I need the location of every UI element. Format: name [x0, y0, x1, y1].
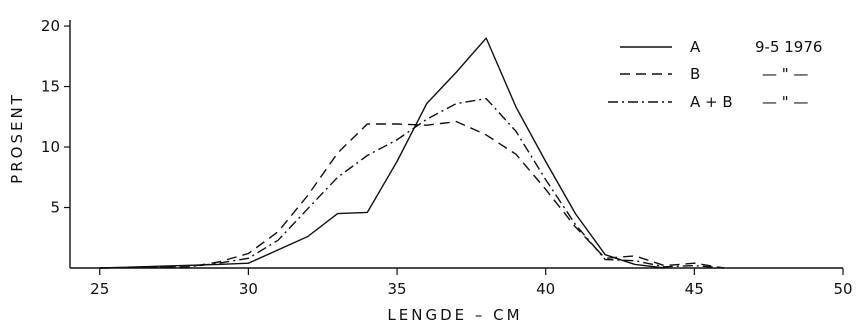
y-tick-label-20: 20 — [41, 17, 60, 35]
x-tick-label-50: 50 — [833, 280, 852, 298]
x-tick-label-30: 30 — [239, 280, 258, 298]
legend-ditto-b: — " — — [762, 65, 808, 83]
legend: A 9-5 1976 B — " — A + B — " — — [608, 38, 822, 111]
legend-date: 9-5 1976 — [755, 38, 822, 56]
x-tick-label-45: 45 — [685, 280, 704, 298]
x-tick-label-35: 35 — [387, 280, 406, 298]
y-tick-label-5: 5 — [50, 199, 60, 217]
series-line-a — [99, 37, 665, 269]
legend-label-b: B — [690, 65, 700, 83]
y-tick-label-10: 10 — [41, 138, 60, 156]
x-tick-label-25: 25 — [90, 280, 109, 298]
legend-label-ab: A + B — [690, 93, 733, 111]
x-axis-ticks: 25 30 35 40 45 50 — [90, 268, 853, 298]
y-axis-title: PROSENT — [8, 92, 26, 184]
y-axis-ticks: 5 10 15 20 — [41, 17, 70, 217]
legend-ditto-ab: — " — — [762, 93, 808, 111]
y-tick-label-15: 15 — [41, 78, 60, 96]
x-axis-title: LENGDE – CM — [387, 306, 522, 324]
series-line-b — [99, 120, 725, 269]
legend-label-a: A — [690, 38, 701, 56]
series-group — [99, 37, 725, 269]
series-line-a-b — [99, 97, 725, 269]
x-tick-label-40: 40 — [536, 280, 555, 298]
